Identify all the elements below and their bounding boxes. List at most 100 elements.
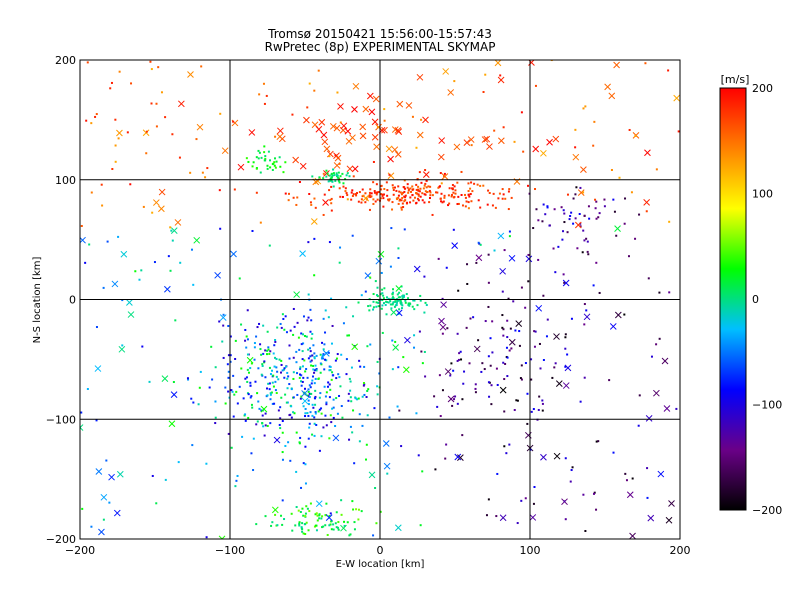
data-point: [261, 422, 264, 425]
data-point: [94, 115, 97, 118]
data-point: [563, 281, 566, 284]
data-point: [416, 197, 419, 200]
data-point: [487, 189, 490, 192]
data-point: [304, 415, 307, 418]
data-point: [307, 316, 310, 319]
data-point: [508, 188, 511, 191]
data-point: [318, 449, 321, 452]
data-point: [261, 414, 264, 417]
x-tick-label: 200: [670, 544, 691, 557]
data-point: [269, 159, 272, 162]
data-point: [268, 352, 271, 355]
data-point: [425, 179, 428, 182]
data-point: [563, 212, 566, 215]
data-point: [579, 186, 582, 189]
data-point: [562, 209, 565, 212]
data-point: [520, 499, 523, 502]
data-point: [343, 520, 346, 523]
data-point: [275, 375, 278, 378]
data-point: [386, 194, 389, 197]
data-point-cross: [359, 132, 367, 140]
data-point: [249, 396, 252, 399]
data-point: [579, 400, 582, 403]
data-point: [381, 331, 384, 334]
data-point: [269, 398, 272, 401]
data-point: [329, 177, 332, 180]
data-point: [269, 373, 272, 376]
data-point: [277, 409, 280, 412]
data-point: [564, 365, 567, 368]
data-point: [274, 338, 277, 341]
data-point: [236, 474, 239, 477]
data-point: [280, 514, 283, 517]
data-point: [95, 326, 98, 329]
data-point: [314, 206, 317, 209]
data-point: [542, 203, 545, 206]
data-point-cross: [277, 127, 284, 135]
data-point: [360, 201, 363, 204]
data-point: [155, 502, 158, 505]
data-point: [322, 348, 325, 351]
data-point-cross: [170, 391, 178, 398]
data-point: [257, 149, 260, 152]
data-point: [533, 345, 536, 348]
data-point: [462, 382, 465, 385]
data-point: [387, 301, 390, 304]
data-point: [326, 385, 329, 388]
data-point: [570, 317, 573, 320]
data-point: [320, 357, 323, 360]
data-point: [461, 434, 464, 437]
data-point: [347, 392, 350, 395]
data-point: [452, 228, 455, 231]
data-point: [258, 151, 261, 154]
data-point: [474, 383, 477, 386]
data-point: [274, 389, 277, 392]
data-point: [353, 345, 356, 348]
data-point: [281, 369, 284, 372]
data-point: [387, 199, 390, 202]
data-point-cross: [387, 155, 394, 163]
data-point: [153, 261, 156, 264]
data-point: [501, 188, 504, 191]
data-point-cross: [463, 139, 471, 147]
data-point: [440, 182, 443, 185]
data-point: [227, 432, 230, 435]
data-point: [583, 239, 586, 242]
data-point: [101, 204, 104, 207]
data-point: [378, 372, 381, 375]
data-point: [373, 191, 376, 194]
data-point: [263, 159, 266, 162]
data-point: [350, 191, 353, 194]
data-point: [360, 510, 363, 513]
data-point: [289, 459, 292, 462]
data-point: [238, 385, 241, 388]
data-point-cross: [352, 82, 360, 90]
data-point: [368, 195, 371, 198]
data-point: [406, 186, 409, 189]
data-point: [301, 350, 304, 353]
data-point: [406, 183, 409, 186]
data-point: [575, 186, 578, 189]
data-point: [319, 371, 322, 374]
data-point: [240, 323, 243, 326]
data-point: [608, 379, 611, 382]
data-point: [595, 217, 598, 220]
data-point: [476, 183, 479, 186]
data-point: [95, 113, 98, 116]
data-point: [381, 194, 384, 197]
data-point: [390, 307, 393, 310]
data-point: [460, 193, 463, 196]
data-point: [353, 462, 356, 465]
data-point: [504, 362, 507, 365]
data-point: [489, 364, 492, 367]
data-point: [331, 324, 334, 327]
data-point: [295, 431, 298, 434]
data-point: [366, 389, 369, 392]
data-point: [274, 356, 277, 359]
data-point: [389, 300, 392, 303]
data-point: [453, 185, 456, 188]
data-point: [541, 399, 544, 402]
data-point: [314, 389, 317, 392]
data-point: [349, 389, 352, 392]
data-point: [313, 356, 316, 359]
